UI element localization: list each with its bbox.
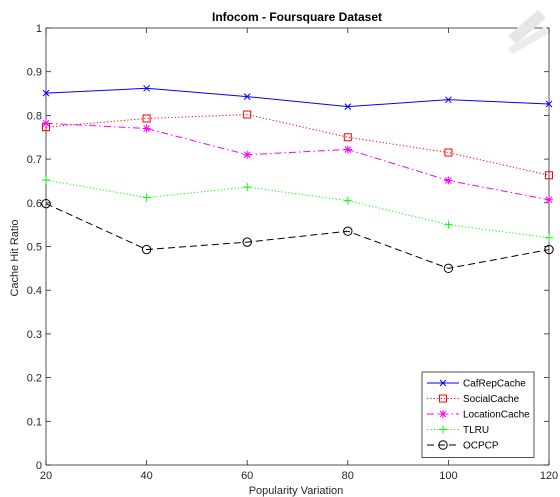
legend-label: OCPCP	[463, 441, 499, 452]
data-point	[243, 150, 252, 159]
y-tick-label: 0.2	[27, 373, 42, 385]
y-tick-label: 0	[36, 460, 42, 472]
series-line	[45, 179, 550, 239]
x-tick-label: 60	[241, 470, 253, 482]
chart-legend: CafRepCache SocialCache LocationCache TLRU O…	[421, 371, 535, 458]
series-line	[45, 203, 550, 269]
legend-marker	[438, 440, 448, 450]
data-point	[41, 198, 51, 209]
y-tick-label: 0.8	[27, 110, 42, 122]
x-tick-label: 120	[540, 470, 558, 482]
legend-entry: OCPCP	[427, 440, 499, 452]
data-point	[243, 183, 252, 192]
legend-entry: TLRU	[427, 425, 489, 436]
data-point	[343, 196, 352, 205]
y-tick-label: 0.6	[27, 198, 42, 210]
data-point	[344, 103, 352, 111]
legend-entry: SocialCache	[427, 394, 520, 405]
series-cafrepcache	[42, 84, 553, 111]
series-locationcache	[42, 119, 553, 204]
data-point	[243, 110, 252, 119]
data-point	[545, 100, 553, 108]
x-axis-label: Popularity Variation	[249, 485, 344, 497]
legend-marker	[439, 394, 447, 403]
y-tick-label: 0.7	[27, 154, 42, 166]
series-layer	[41, 84, 554, 274]
legend-label: CafRepCache	[463, 379, 526, 390]
data-point	[343, 145, 352, 154]
watermark-logo	[508, 10, 548, 54]
legend-label: TLRU	[463, 425, 489, 436]
y-tick-label: 0.5	[27, 242, 42, 254]
chart-title: Infocom - Foursquare Dataset	[212, 10, 382, 24]
data-point	[242, 237, 252, 247]
data-point	[445, 96, 452, 104]
legend-box	[421, 371, 535, 458]
legend-label: LocationCache	[463, 410, 530, 421]
data-point	[143, 84, 150, 92]
data-point	[141, 244, 152, 255]
series-tlru	[42, 176, 553, 242]
data-point	[443, 263, 454, 274]
data-point	[142, 114, 151, 123]
series-ocpcp	[41, 198, 554, 274]
legend-marker	[439, 379, 447, 387]
series-line	[45, 122, 550, 201]
y-tick-label: 0.9	[27, 67, 42, 79]
data-point	[142, 193, 151, 202]
data-point	[42, 89, 50, 97]
data-point	[545, 233, 553, 242]
data-point	[545, 195, 553, 204]
data-point	[243, 93, 251, 100]
x-tick-label: 80	[342, 470, 354, 482]
legend-marker	[439, 425, 447, 434]
series-line	[45, 87, 550, 108]
y-tick-label: 1	[36, 23, 42, 35]
y-tick-label: 0.4	[27, 285, 42, 297]
data-point	[444, 148, 453, 157]
x-tick-label: 40	[140, 470, 152, 482]
x-tick-label: 20	[40, 470, 52, 482]
y-axis-label: Cache Hit Ratio	[9, 219, 21, 296]
legend-marker	[439, 410, 447, 418]
data-point	[42, 176, 50, 185]
y-tick-label: 0.1	[27, 416, 42, 428]
legend-entry: LocationCache	[427, 410, 530, 421]
data-point	[444, 220, 453, 229]
legend-label: SocialCache	[463, 394, 520, 405]
data-point	[544, 244, 554, 255]
data-point	[343, 133, 352, 142]
data-point	[444, 176, 453, 185]
legend-entry: CafRepCache	[427, 379, 526, 390]
data-point	[545, 171, 553, 180]
data-point	[142, 124, 151, 133]
data-point	[343, 226, 353, 236]
x-tick-label: 100	[439, 470, 457, 482]
data-point	[42, 119, 50, 128]
y-tick-label: 0.3	[27, 329, 42, 341]
